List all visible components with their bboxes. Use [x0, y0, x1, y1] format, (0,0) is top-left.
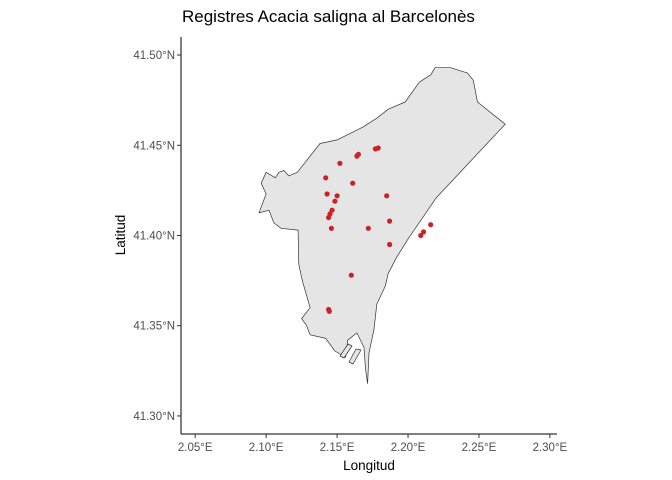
- observation-point: [323, 175, 329, 181]
- y-tick-label: 41.35°N: [133, 321, 175, 333]
- observation-point: [326, 308, 332, 314]
- observation-point: [348, 272, 354, 278]
- observation-point: [324, 191, 330, 197]
- y-tick-label: 41.50°N: [133, 50, 175, 62]
- x-tick-label: 2.05°E: [178, 442, 213, 454]
- observation-point: [418, 232, 424, 239]
- y-tick-label: 41.40°N: [133, 231, 175, 243]
- x-tick-label: 2.20°E: [391, 442, 426, 454]
- x-tick-label: 2.25°E: [462, 442, 497, 454]
- observation-point: [337, 160, 343, 166]
- x-axis-title: Longitud: [343, 458, 395, 473]
- port-jetty-outline: [339, 343, 362, 365]
- observation-point: [326, 214, 332, 221]
- observation-point: [350, 180, 356, 186]
- y-tick-label: 41.45°N: [133, 140, 175, 152]
- x-tick-label: 2.15°E: [320, 442, 355, 454]
- y-axis-ticks: 41.30°N 41.35°N 41.40°N 41.45°N 41.50°N: [133, 50, 181, 423]
- observation-point: [421, 229, 427, 235]
- y-tick-label: 41.30°N: [133, 411, 175, 423]
- observation-points: [323, 145, 434, 314]
- observation-point: [332, 198, 338, 204]
- observation-point: [375, 145, 381, 151]
- observation-point: [384, 193, 390, 199]
- barcelones-region-outline: [258, 67, 506, 384]
- observation-point: [428, 222, 434, 228]
- x-axis-ticks: 2.05°E 2.10°E 2.15°E 2.20°E 2.25°E 2.30°E: [178, 434, 568, 454]
- observation-point: [354, 153, 360, 159]
- barcelones-region-layer: [258, 67, 506, 384]
- observation-point: [328, 225, 334, 231]
- y-axis-title: Latitud: [113, 215, 128, 256]
- observation-point: [334, 193, 340, 199]
- observation-point: [365, 225, 371, 231]
- observation-point: [387, 218, 393, 224]
- observation-point: [387, 241, 393, 248]
- x-tick-label: 2.10°E: [249, 442, 284, 454]
- chart-title: Registres Acacia saligna al Barcelonès: [182, 7, 475, 26]
- x-tick-label: 2.30°E: [533, 442, 568, 454]
